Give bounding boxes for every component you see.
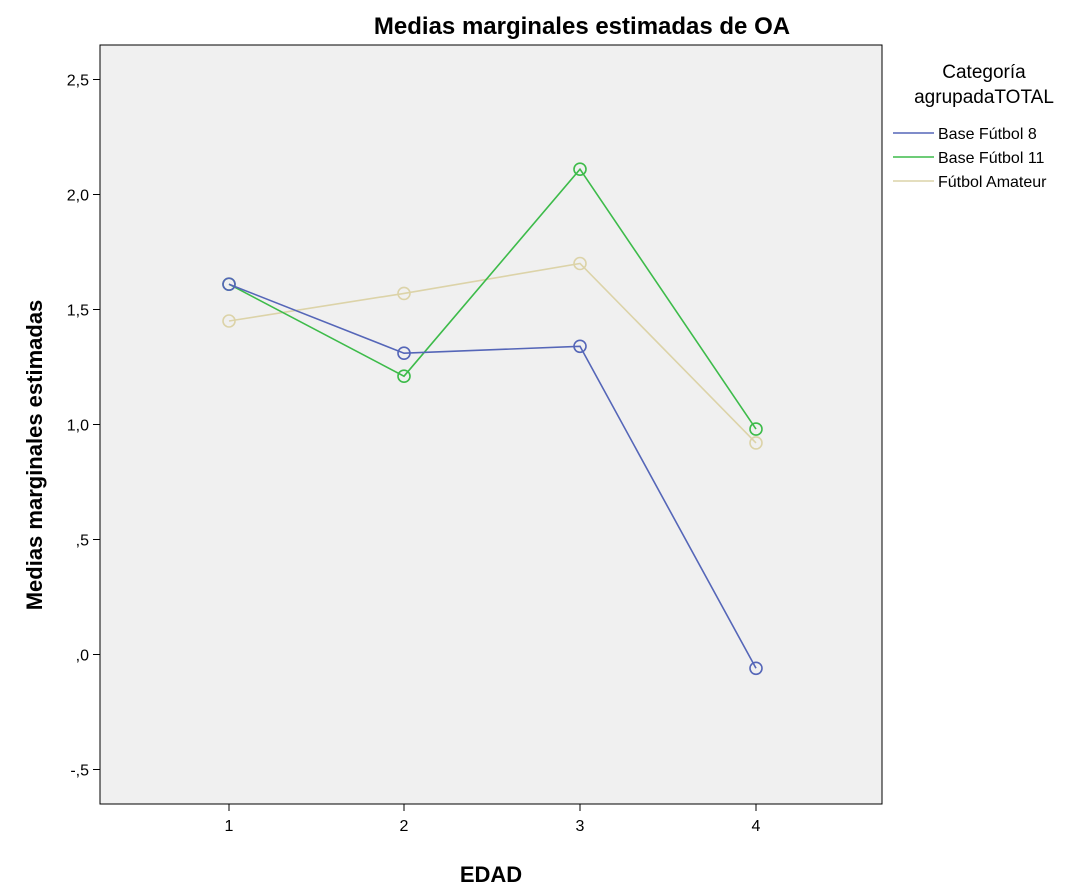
data-point: [573, 339, 587, 354]
data-point: [397, 346, 411, 361]
x-axis: 1 2 3 4: [225, 804, 761, 835]
data-point: [222, 314, 236, 328]
y-tick-label: ,0: [76, 648, 89, 665]
data-point: [573, 256, 587, 271]
y-tick-label: -,5: [70, 763, 89, 780]
legend-item: Base Fútbol 11: [893, 150, 1045, 167]
y-tick-label: ,5: [76, 533, 89, 550]
x-tick-label: 2: [400, 818, 409, 835]
data-point: [222, 277, 236, 292]
series-f-tbol-amateur: [222, 256, 763, 450]
x-tick-label: 4: [752, 818, 761, 835]
legend-title-line-2: agrupadaTOTAL: [914, 87, 1054, 108]
y-axis-label: Medias marginales estimadas: [22, 300, 47, 611]
y-tick-label: 2,5: [67, 73, 89, 90]
y-tick-label: 1,0: [67, 418, 89, 435]
legend-items: Base Fútbol 8 Base Fútbol 11 Fútbol Amateu…: [893, 126, 1047, 191]
plot-area: [99, 44, 883, 805]
data-point: [573, 162, 587, 176]
chart-title: Medias marginales estimadas de OA: [374, 13, 790, 40]
legend-label: Fútbol Amateur: [938, 174, 1047, 191]
x-axis-label: EDAD: [460, 862, 522, 887]
y-tick-label: 1,5: [67, 303, 89, 320]
x-tick-label: 3: [576, 818, 585, 835]
legend-item: Base Fútbol 8: [893, 126, 1037, 143]
series-line: [228, 262, 757, 444]
x-tick-label: 1: [225, 818, 234, 835]
data-point: [749, 661, 763, 676]
data-point: [749, 422, 763, 436]
legend-title-line-1: Categoría: [942, 62, 1026, 83]
series-base-f-tbol-11: [222, 162, 763, 436]
data-point: [397, 369, 411, 384]
series-layer: [222, 162, 763, 676]
data-point: [397, 286, 411, 301]
series-line: [228, 167, 757, 430]
data-point: [749, 436, 763, 450]
series-line: [228, 283, 757, 669]
legend-item: Fútbol Amateur: [893, 174, 1047, 191]
legend-label: Base Fútbol 11: [938, 150, 1045, 167]
y-axis: 2,5 2,0 1,5 1,0 ,5 ,0 -,5: [67, 73, 100, 780]
legend-label: Base Fútbol 8: [938, 126, 1037, 143]
legend: Categoría agrupadaTOTAL Base Fútbol 8Bas…: [893, 62, 1054, 191]
series-base-f-tbol-8: [222, 277, 763, 676]
y-tick-label: 2,0: [67, 188, 89, 205]
